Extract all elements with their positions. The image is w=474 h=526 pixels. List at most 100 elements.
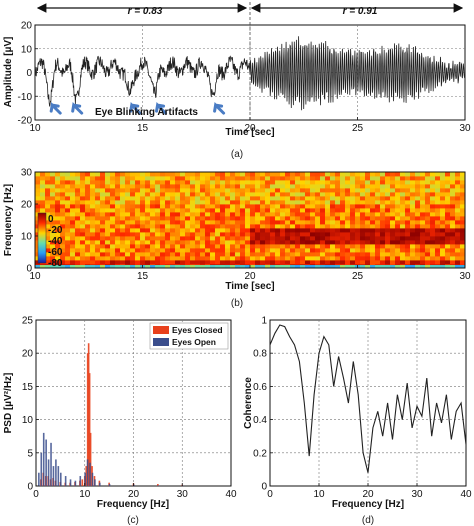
heatmap-cell [320, 260, 326, 265]
heatmap-cell [115, 240, 121, 245]
heatmap-cell [175, 192, 181, 197]
heatmap-cell [320, 180, 326, 185]
heatmap-cell [180, 248, 186, 253]
heatmap-cell [375, 244, 381, 249]
heatmap-cell [255, 180, 261, 185]
heatmap-cell [150, 260, 156, 265]
heatmap-cell [180, 180, 186, 185]
y-tick-label: 0.6 [253, 382, 267, 393]
heatmap-cell [145, 228, 151, 233]
heatmap-cell [150, 220, 156, 225]
heatmap-cell [395, 252, 401, 257]
heatmap-cell [445, 260, 451, 265]
heatmap-cell [405, 256, 411, 261]
heatmap-cell [350, 260, 356, 265]
heatmap-cell [375, 176, 381, 181]
heatmap-cell [220, 196, 226, 201]
heatmap-cell [440, 188, 446, 193]
heatmap-cell [160, 224, 166, 229]
heatmap-cell [145, 204, 151, 209]
heatmap-cell [340, 200, 346, 205]
heatmap-cell [435, 192, 441, 197]
heatmap-cell [445, 224, 451, 229]
heatmap-cell [240, 208, 246, 213]
x-tick-label: 0 [267, 489, 273, 500]
heatmap-cell [370, 248, 376, 253]
heatmap-cell [395, 224, 401, 229]
heatmap-cell [50, 240, 56, 245]
heatmap-cell [85, 252, 91, 257]
heatmap-cell [300, 208, 306, 213]
heatmap-cell [70, 248, 76, 253]
heatmap-cell [245, 265, 251, 268]
heatmap-cell [330, 252, 336, 257]
heatmap-cell [385, 196, 391, 201]
heatmap-cell [335, 256, 341, 261]
heatmap-cell [270, 192, 276, 197]
colorbar: 0 -20 -40 -60 -80 [37, 212, 63, 269]
heatmap-cell [310, 232, 316, 237]
heatmap-cell [70, 244, 76, 249]
heatmap-cell [375, 260, 381, 265]
heatmap-cell [250, 224, 256, 229]
blink-arrow-icon [155, 102, 168, 115]
heatmap-cell [105, 172, 111, 177]
heatmap-cell [160, 216, 166, 221]
heatmap-cell [65, 212, 71, 217]
heatmap-cell [215, 256, 221, 261]
heatmap-cell [320, 220, 326, 225]
heatmap-cell [420, 204, 426, 209]
heatmap-cell [355, 212, 361, 217]
heatmap-cell [435, 240, 441, 245]
heatmap-cell [175, 224, 181, 229]
heatmap-cell [460, 176, 466, 181]
heatmap-cell [95, 236, 101, 241]
heatmap-cell [230, 180, 236, 185]
heatmap-cell [375, 208, 381, 213]
heatmap-cell [260, 212, 266, 217]
heatmap-cell [450, 208, 456, 213]
heatmap-cell [160, 212, 166, 217]
heatmap-cell [455, 224, 461, 229]
heatmap-cell [275, 232, 281, 237]
heatmap-cell [90, 176, 96, 181]
heatmap-cell [65, 180, 71, 185]
heatmap-cell [190, 252, 196, 257]
heatmap-cell [220, 172, 226, 177]
heatmap-cell [380, 236, 386, 241]
heatmap-cell [175, 260, 181, 265]
heatmap-cell [180, 200, 186, 205]
heatmap-cell [365, 172, 371, 177]
heatmap-cell [330, 260, 336, 265]
heatmap-cell [300, 260, 306, 265]
heatmap-cell [355, 224, 361, 229]
x-tick-label: 15 [137, 271, 149, 282]
heatmap-cell [270, 208, 276, 213]
heatmap-cell [75, 256, 81, 261]
heatmap-cell [390, 192, 396, 197]
heatmap-cell [450, 228, 456, 233]
heatmap-cell [245, 224, 251, 229]
heatmap-cell [230, 172, 236, 177]
heatmap-cell [265, 208, 271, 213]
heatmap-cell [305, 220, 311, 225]
heatmap-cell [290, 176, 296, 181]
heatmap-cell [395, 240, 401, 245]
heatmap-cell [310, 172, 316, 177]
heatmap-cell [460, 208, 466, 213]
heatmap-cell [80, 265, 86, 268]
heatmap-cell [265, 200, 271, 205]
heatmap-cell [40, 208, 46, 213]
heatmap-cell [185, 176, 191, 181]
heatmap-cell [440, 224, 446, 229]
heatmap-cell [300, 265, 306, 268]
heatmap-cell [100, 240, 106, 245]
heatmap-cell [455, 256, 461, 261]
heatmap-cell [375, 240, 381, 245]
heatmap-cell [110, 252, 116, 257]
heatmap-cell [140, 188, 146, 193]
heatmap-cell [330, 220, 336, 225]
heatmap-cell [140, 172, 146, 177]
heatmap-cell [45, 252, 51, 257]
heatmap-cell [90, 224, 96, 229]
